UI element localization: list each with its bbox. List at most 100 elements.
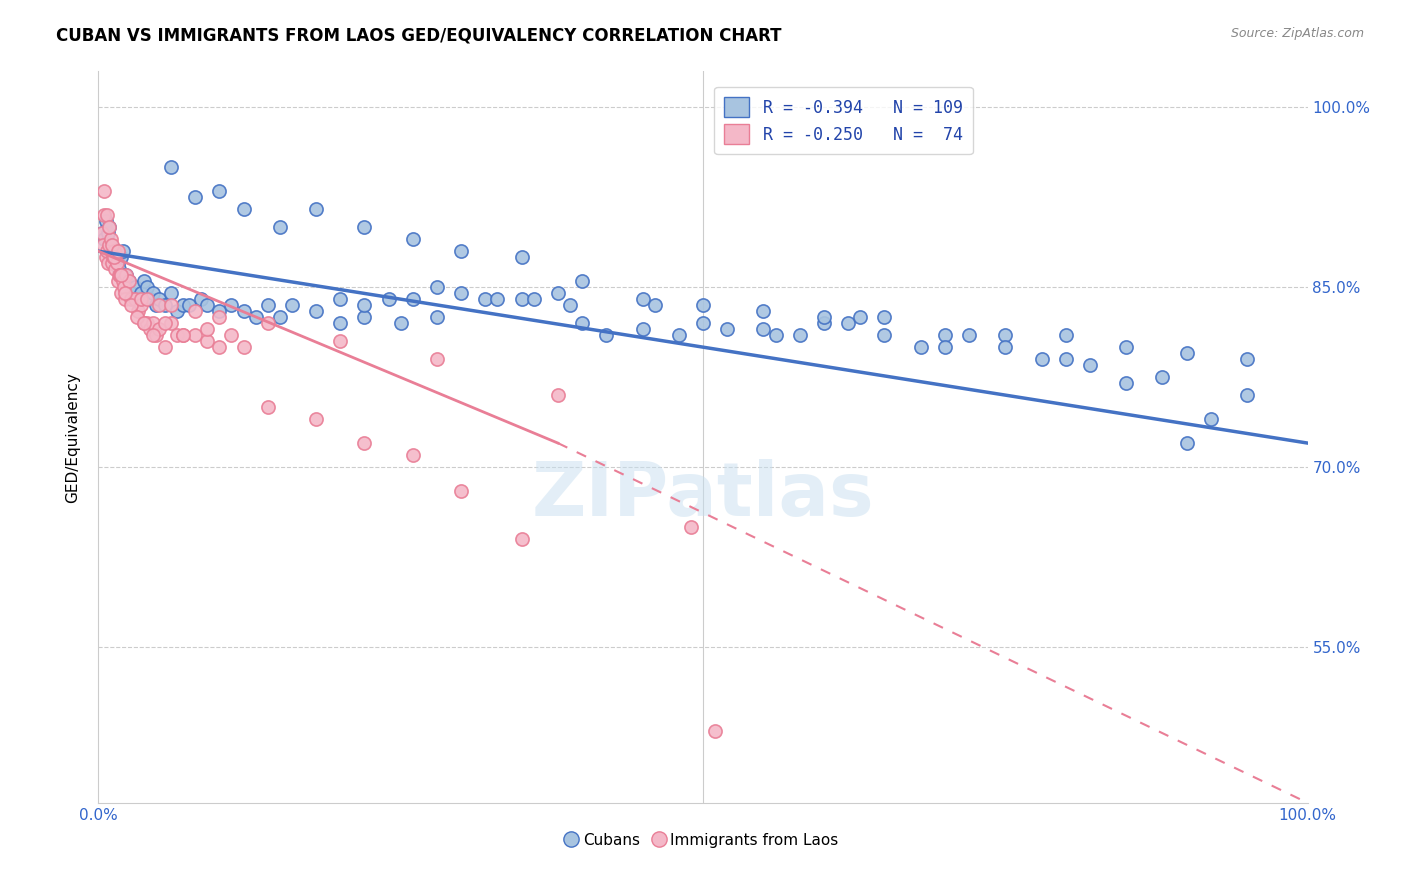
Point <box>96 244 118 259</box>
Point <box>450 483 472 498</box>
Point <box>139 292 162 306</box>
Point <box>110 250 132 264</box>
Point <box>571 316 593 330</box>
Point <box>232 304 254 318</box>
Point <box>305 412 328 426</box>
Point <box>547 388 569 402</box>
Point <box>97 226 120 240</box>
Point <box>994 340 1017 354</box>
Point <box>474 292 496 306</box>
Point <box>208 340 231 354</box>
Point <box>104 244 127 259</box>
Point <box>115 268 138 283</box>
Point <box>402 448 425 462</box>
Point <box>100 256 122 270</box>
Point <box>166 304 188 318</box>
Point <box>101 250 124 264</box>
Point <box>873 310 896 325</box>
Point <box>93 184 115 198</box>
Point <box>98 238 121 252</box>
Point <box>129 298 152 312</box>
Point <box>184 328 207 343</box>
Point <box>160 161 183 175</box>
Point <box>510 292 533 306</box>
Point <box>134 316 156 330</box>
Point <box>195 334 218 348</box>
Point <box>1031 352 1053 367</box>
Point <box>752 322 775 336</box>
Point <box>1078 358 1101 372</box>
Point <box>245 310 267 325</box>
Point <box>172 328 194 343</box>
Text: ZIPatlas: ZIPatlas <box>531 459 875 533</box>
Point <box>1199 412 1222 426</box>
Point <box>426 352 449 367</box>
Point <box>221 298 243 312</box>
Point <box>105 250 128 264</box>
Point <box>153 298 176 312</box>
Point <box>127 292 149 306</box>
Point <box>994 328 1017 343</box>
Point <box>100 238 122 252</box>
Point <box>114 286 136 301</box>
Point <box>377 292 399 306</box>
Point <box>305 304 328 318</box>
Point <box>98 220 121 235</box>
Point <box>1115 376 1137 391</box>
Point <box>100 250 122 264</box>
Point <box>160 298 183 312</box>
Point <box>547 286 569 301</box>
Point <box>108 262 131 277</box>
Point <box>631 322 654 336</box>
Point <box>873 328 896 343</box>
Point <box>97 256 120 270</box>
Point <box>184 190 207 204</box>
Point <box>129 292 152 306</box>
Point <box>486 292 509 306</box>
Point <box>91 226 114 240</box>
Point <box>103 242 125 256</box>
Point <box>110 268 132 283</box>
Point <box>329 292 352 306</box>
Point <box>108 268 131 283</box>
Point <box>1236 352 1258 367</box>
Point <box>208 304 231 318</box>
Point <box>281 298 304 312</box>
Point <box>269 310 291 325</box>
Point <box>789 328 811 343</box>
Point <box>571 274 593 288</box>
Point <box>631 292 654 306</box>
Point <box>120 286 142 301</box>
Point <box>114 274 136 288</box>
Y-axis label: GED/Equivalency: GED/Equivalency <box>65 372 80 502</box>
Point <box>704 723 727 738</box>
Point <box>129 286 152 301</box>
Point <box>450 244 472 259</box>
Point <box>135 316 157 330</box>
Point <box>1054 352 1077 367</box>
Point <box>105 256 128 270</box>
Point <box>190 292 212 306</box>
Point <box>716 322 738 336</box>
Point <box>104 262 127 277</box>
Point <box>118 274 141 288</box>
Point <box>208 184 231 198</box>
Text: Source: ZipAtlas.com: Source: ZipAtlas.com <box>1230 27 1364 40</box>
Point <box>118 274 141 288</box>
Point <box>353 220 375 235</box>
Point <box>692 316 714 330</box>
Point <box>232 340 254 354</box>
Point <box>849 310 872 325</box>
Point <box>1152 370 1174 384</box>
Point <box>172 298 194 312</box>
Point <box>329 316 352 330</box>
Point <box>107 274 129 288</box>
Point <box>957 328 980 343</box>
Point <box>221 328 243 343</box>
Point <box>103 250 125 264</box>
Point <box>172 328 194 343</box>
Point <box>426 310 449 325</box>
Legend: Cubans, Immigrants from Laos: Cubans, Immigrants from Laos <box>561 827 845 854</box>
Point <box>402 232 425 246</box>
Point <box>100 232 122 246</box>
